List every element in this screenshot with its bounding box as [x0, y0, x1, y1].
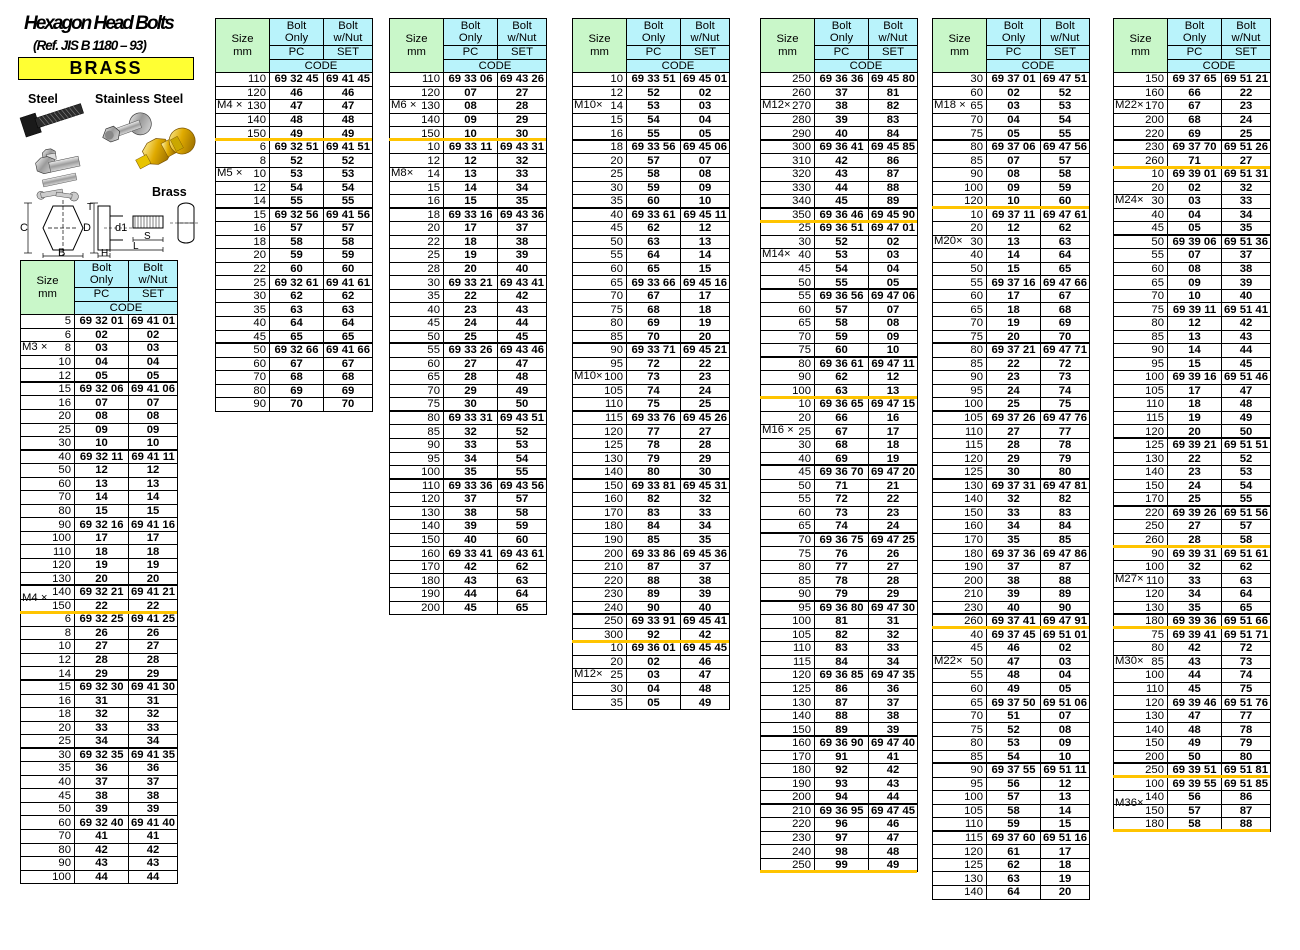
svg-text:D: D — [83, 222, 91, 234]
svg-text:S: S — [144, 231, 151, 242]
svg-text:L: L — [133, 241, 139, 252]
svg-text:T: T — [87, 202, 93, 213]
svg-text:H: H — [101, 248, 108, 258]
svg-text:d1: d1 — [115, 222, 127, 234]
svg-text:C: C — [20, 222, 28, 234]
svg-text:B: B — [58, 247, 65, 258]
